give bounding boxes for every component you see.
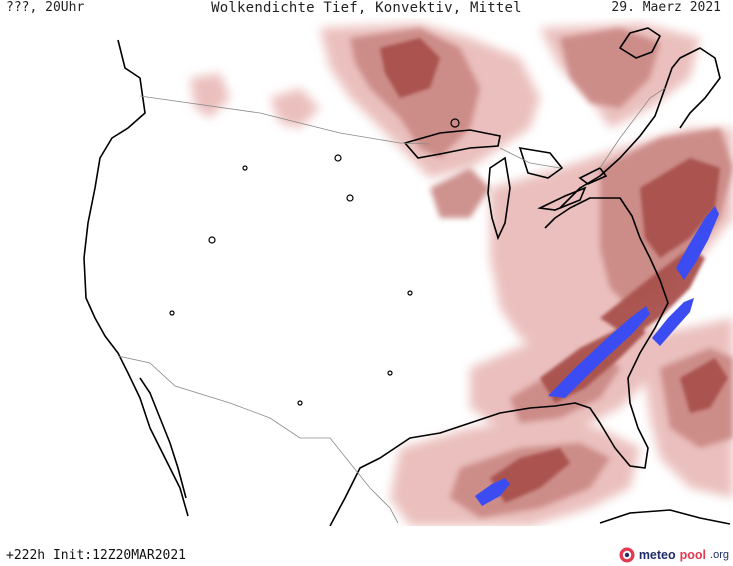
small-lakes [169,118,460,406]
run-info: +222h Init:12Z20MAR2021 [6,548,187,563]
brand-text-pool: pool [679,548,707,562]
forecast-time-label: ???, 20Uhr [6,0,85,15]
weather-map [0,18,733,526]
map-title: Wolkendichte Tief, Konvektiv, Mittel [211,0,522,16]
coastlines [83,27,731,526]
cloud-density-map [83,23,733,526]
meteopool-logo[interactable]: meteo pool .org [619,546,729,564]
cloud-layer-dense [475,206,719,506]
brand-text-org: .org [710,549,729,561]
forecast-date: 29. Maerz 2021 [611,0,721,15]
borders [117,87,666,524]
brand-text-meteo: meteo [638,548,676,562]
meteopool-logo-icon [619,547,635,563]
great-lakes [403,129,608,241]
